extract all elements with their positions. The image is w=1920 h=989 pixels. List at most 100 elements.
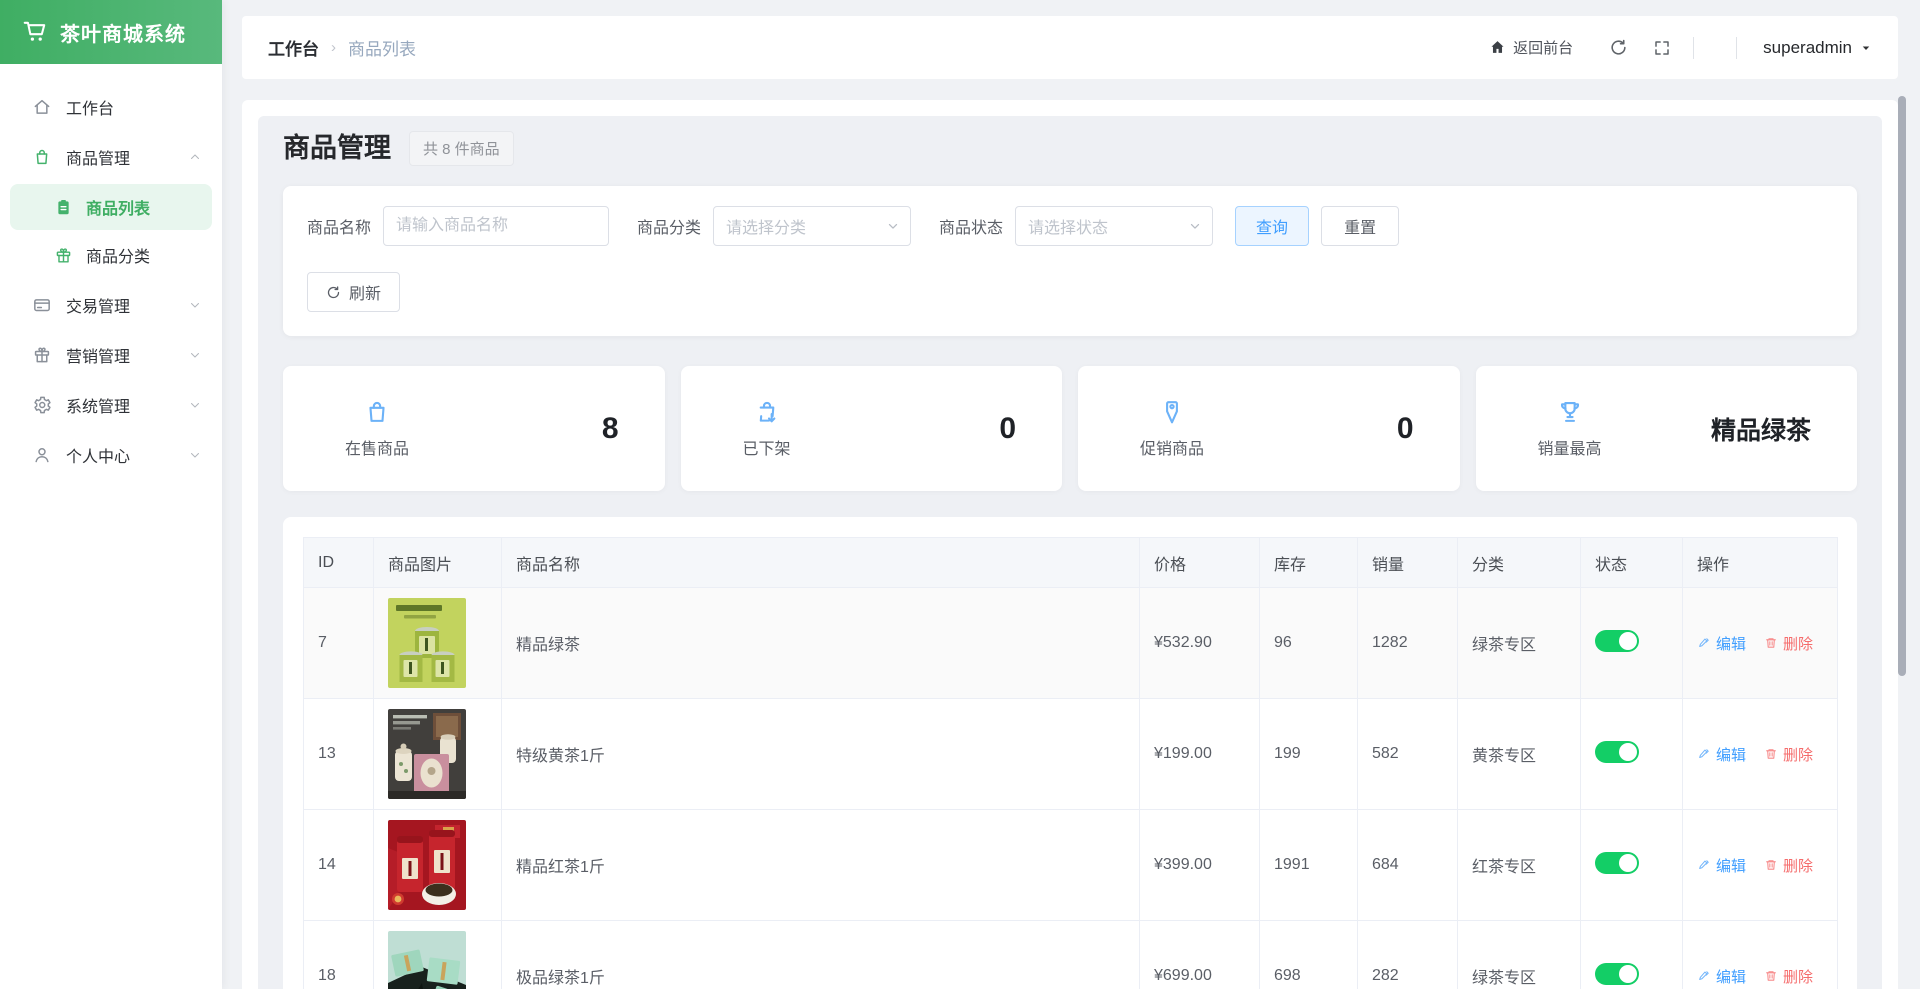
delete-button[interactable]: 删除 [1764,966,1813,987]
edit-button[interactable]: 编辑 [1697,744,1746,765]
td-image [373,698,502,810]
sidebar: 茶叶商城系统 工作台 商品管理 商品列表 商品分类 交易管理 营销管理 系统管理 个人中心 [0,0,222,989]
td-status [1580,809,1683,921]
column-header: 操作 [1682,537,1838,588]
sidebar-item-label: 交易管理 [66,299,131,316]
sidebar-item-label: 营销管理 [66,349,131,366]
fullscreen-icon[interactable] [1652,38,1671,57]
table-header-row: ID 商品图片 商品名称 价格 库存 销量 分类 状态 操作 [303,537,1838,588]
column-header: ID [303,537,374,588]
chevron-down-icon [188,398,202,412]
search-button[interactable]: 查询 [1235,206,1310,246]
reset-button[interactable]: 重置 [1321,206,1400,246]
delete-button[interactable]: 删除 [1764,744,1813,765]
edit-label: 编辑 [1716,968,1747,986]
td-category: 黄茶专区 [1457,698,1581,810]
refresh-icon [326,285,341,300]
status-select[interactable]: 请选择状态 [1015,206,1214,246]
page-header: 商品管理 共 8 件商品 [283,130,1857,166]
edit-button[interactable]: 编辑 [1697,633,1746,654]
td-stock: 199 [1259,698,1358,810]
sidebar-item-label: 个人中心 [66,449,131,466]
td-name: 精品红茶1斤 [501,809,1140,921]
stat-meta: 在售商品 [345,398,409,459]
td-actions: 编辑 删除 [1682,809,1838,921]
td-image [373,920,502,989]
td-id: 13 [303,698,374,810]
chevron-down-icon [188,448,202,462]
delete-button[interactable]: 删除 [1764,633,1813,654]
td-price: ¥532.90 [1139,587,1260,699]
sidebar-subitem-product-list[interactable]: 商品列表 [10,184,212,230]
td-id: 14 [303,809,374,921]
status-toggle[interactable] [1595,851,1639,874]
back-to-front-button[interactable]: 返回前台 [1489,37,1573,58]
stat-label: 已下架 [742,441,791,458]
breadcrumb-current-page: 商品列表 [348,40,416,59]
edit-icon [1697,747,1711,761]
product-image[interactable] [388,820,466,910]
bag-icon [32,147,52,167]
bag-down-icon [753,398,781,426]
product-image[interactable] [388,931,466,989]
stat-value: 精品绿茶 [1710,416,1811,445]
breadcrumb-workbench[interactable]: 工作台 [268,40,319,59]
td-name: 精品绿茶 [501,587,1140,699]
user-menu[interactable]: superadmin [1763,38,1872,58]
status-placeholder: 请选择状态 [1028,220,1109,237]
column-header: 分类 [1457,537,1581,588]
stat-label: 在售商品 [345,441,410,458]
delete-button[interactable]: 删除 [1764,855,1813,876]
td-price: ¥399.00 [1139,809,1260,921]
product-name-input[interactable] [383,206,610,246]
chevron-up-icon [188,150,202,164]
product-image[interactable] [388,709,466,799]
edit-button[interactable]: 编辑 [1697,855,1746,876]
trash-icon [1764,636,1778,650]
table-body: 7 精品绿茶 ¥532.90 96 1282 绿茶专区 编辑 删除 13 特级黄茶1斤 ¥199… [303,587,1838,989]
sidebar-item-marketing[interactable]: 营销管理 [0,330,222,380]
td-actions: 编辑 删除 [1682,587,1838,699]
sidebar-item-system[interactable]: 系统管理 [0,380,222,430]
category-placeholder: 请选择分类 [726,220,807,237]
category-select[interactable]: 请选择分类 [713,206,912,246]
gear-icon [32,395,52,415]
stat-value: 8 [601,411,619,445]
sidebar-item-workbench[interactable]: 工作台 [0,82,222,132]
edit-button[interactable]: 编辑 [1697,966,1746,987]
list-icon [54,198,73,217]
delete-label: 删除 [1783,857,1814,875]
delete-label: 删除 [1783,746,1814,764]
product-image[interactable] [388,598,466,688]
sidebar-item-profile[interactable]: 个人中心 [0,430,222,480]
product-table-card: ID 商品图片 商品名称 价格 库存 销量 分类 状态 操作 7 精品绿茶 ¥532.90 96 12… [283,517,1857,989]
edit-label: 编辑 [1716,635,1747,653]
divider [1693,36,1695,59]
cart-icon [22,19,48,45]
main-scrollbar-thumb[interactable] [1898,96,1906,676]
breadcrumb-separator-icon: › [331,39,336,56]
sidebar-item-product[interactable]: 商品管理 [0,132,222,182]
stat-label: 促销商品 [1140,441,1205,458]
td-id: 7 [303,587,374,699]
delete-label: 删除 [1783,968,1814,986]
td-price: ¥199.00 [1139,698,1260,810]
td-stock: 1991 [1259,809,1358,921]
chevron-down-icon [188,298,202,312]
product-table: ID 商品图片 商品名称 价格 库存 销量 分类 状态 操作 7 精品绿茶 ¥532.90 96 12… [303,537,1838,989]
top-bar: 工作台 › 商品列表 返回前台 supe [242,16,1898,79]
edit-icon [1697,636,1711,650]
sidebar-item-trade[interactable]: 交易管理 [0,280,222,330]
chevron-down-icon [886,219,900,233]
status-toggle[interactable] [1595,962,1639,985]
refresh-icon[interactable] [1609,38,1628,57]
sidebar-subitem-product-category[interactable]: 商品分类 [10,232,212,278]
td-stock: 96 [1259,587,1358,699]
stat-value: 0 [999,411,1016,445]
stat-meta: 已下架 [743,398,791,459]
status-toggle[interactable] [1595,629,1639,652]
chevron-down-icon [1188,219,1202,233]
refresh-button[interactable]: 刷新 [307,272,401,312]
stat-value: 0 [1396,411,1414,445]
status-toggle[interactable] [1595,740,1639,763]
